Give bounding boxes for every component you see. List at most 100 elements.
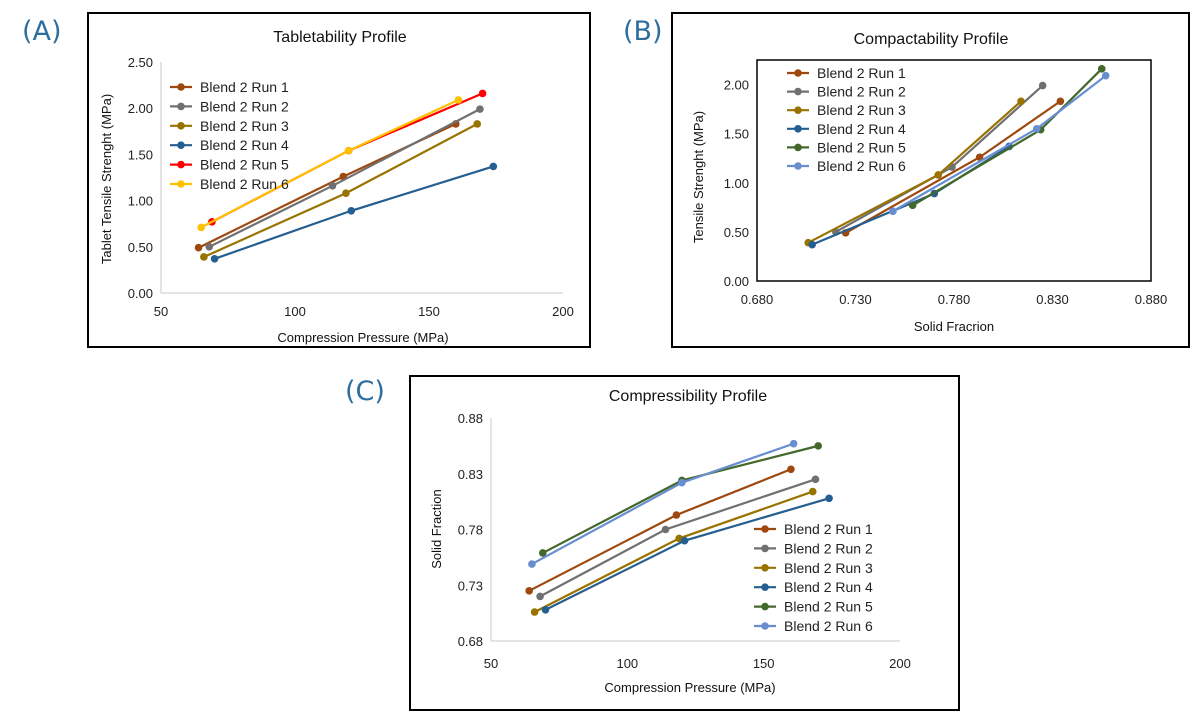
chart-a-data-point [328, 182, 337, 190]
chart-a-data-point [210, 255, 219, 263]
chart-c-legend-label: Blend 2 Run 1 [784, 521, 873, 537]
chart-a-legend-label: Blend 2 Run 1 [200, 79, 289, 95]
chart-a-legend-marker [177, 180, 185, 188]
chart-b-x-tick-label: 0.780 [938, 292, 971, 307]
chart-a-data-point [205, 243, 214, 251]
chart-c-data-point [672, 511, 681, 519]
chart-b-y-tick-label: 0.00 [724, 274, 749, 289]
chart-c-legend-label: Blend 2 Run 2 [784, 540, 873, 556]
chart-b-legend-label: Blend 2 Run 5 [817, 139, 906, 155]
chart-c-y-tick-label: 0.83 [458, 467, 483, 482]
chart-b-x-tick-label: 0.830 [1036, 292, 1069, 307]
chart-a-data-point [200, 253, 208, 261]
chart-c-data-point [811, 475, 820, 484]
chart-c-legend-marker [761, 525, 769, 533]
chart-a-legend-label: Blend 2 Run 3 [200, 118, 289, 134]
chart-a-legend-label: Blend 2 Run 6 [200, 176, 289, 192]
chart-b-data-point [1032, 124, 1041, 133]
chart-c-ylabel: Solid Fraction [429, 489, 444, 568]
chart-b-data-point [934, 171, 943, 179]
chart-b-y-tick-label: 1.50 [724, 127, 749, 142]
chart-b-data-point [908, 201, 917, 210]
chart-b-y-tick-label: 1.00 [724, 176, 749, 191]
chart-c-data-point [539, 549, 547, 557]
chart-b-data-point [1097, 65, 1106, 73]
chart-a-x-tick-label: 150 [418, 304, 440, 319]
chart-c-x-tick-label: 200 [889, 656, 911, 671]
chart-c-data-point [678, 478, 686, 487]
chart-a-data-point [197, 223, 205, 232]
chart-c-legend-marker [761, 544, 769, 553]
chart-a-y-tick-label: 2.50 [128, 55, 153, 70]
chart-b-legend-label: Blend 2 Run 3 [817, 102, 906, 118]
chart-a-legend-marker [177, 83, 185, 91]
chart-c-x-tick-label: 150 [753, 656, 775, 671]
chart-c-data-point [530, 608, 539, 616]
chart-b-data-point [808, 240, 816, 249]
chart-b-legend-marker [794, 162, 802, 170]
chart-b-legend-marker [794, 69, 802, 77]
chart-b-data-point [1101, 71, 1110, 80]
chart-c-y-tick-label: 0.78 [458, 523, 483, 538]
chart-a-y-tick-label: 1.50 [128, 147, 153, 162]
chart-a-title: Tabletability Profile [273, 29, 407, 46]
chart-a-data-point [476, 105, 484, 113]
chart-a-data-point [478, 89, 487, 98]
chart-b-data-point [1017, 97, 1025, 106]
chart-c-data-point [814, 442, 822, 450]
chart-c-y-tick-label: 0.68 [458, 634, 483, 649]
chart-c-legend-label: Blend 2 Run 5 [784, 599, 873, 615]
chart-frame-c: Compressibility Profile 50 100 150 200 0.68 0… [409, 375, 960, 711]
chart-a-data-point [489, 162, 498, 171]
chart-a: Tabletability Profile 50 100 150 200 0.00 0.5… [99, 29, 574, 345]
chart-b-x-tick-label: 0.880 [1135, 292, 1168, 307]
chart-c-data-point [787, 465, 795, 474]
chart-a-data-point [347, 206, 356, 215]
chart-c-data-point [825, 494, 833, 503]
panel-tag-a: (A) [22, 16, 62, 47]
chart-a-y-tick-label: 2.00 [128, 101, 153, 116]
chart-a-x-tick-label: 100 [284, 304, 306, 319]
chart-a-data-point [473, 120, 482, 128]
chart-c-data-point [808, 487, 817, 496]
chart-b-legend-marker [794, 125, 802, 133]
chart-a-legend-marker [177, 141, 185, 149]
chart-b-legend-label: Blend 2 Run 4 [817, 121, 906, 137]
chart-c-legend-marker [761, 564, 769, 572]
chart-b-legend-label: Blend 2 Run 1 [817, 65, 906, 81]
chart-c-legend-marker [761, 583, 769, 591]
chart-c-legend-label: Blend 2 Run 6 [784, 618, 873, 634]
chart-a-legend-marker [177, 160, 185, 169]
chart-a-data-point [342, 189, 350, 198]
chart-b-y-tick-label: 2.00 [724, 78, 749, 93]
chart-a-legend-marker [177, 102, 185, 111]
chart-b-data-point [1056, 97, 1065, 106]
chart-a-ylabel: Tablet Tensile Strenght (MPa) [99, 94, 114, 264]
chart-c-data-point [541, 605, 550, 614]
chart-c-data-point [789, 439, 798, 448]
chart-c-x-tick-label: 50 [484, 656, 498, 671]
chart-frame-b: Compactability Profile 0.680 0.730 0.780 0.… [671, 12, 1190, 348]
chart-b-plot-border [756, 59, 1152, 282]
chart-c-y-tick-label: 0.88 [458, 411, 483, 426]
chart-a-y-tick-label: 1.00 [128, 194, 153, 209]
chart-c-data-point [536, 592, 544, 601]
chart-b-data-point [1038, 81, 1047, 90]
chart-b-legend-marker [794, 87, 802, 96]
chart-c-data-point [525, 587, 533, 595]
chart-a-x-tick-label: 50 [154, 304, 168, 319]
chart-c-legend-label: Blend 2 Run 3 [784, 560, 873, 576]
chart-b-title: Compactability Profile [854, 31, 1009, 48]
chart-frame-a: Tabletability Profile 50 100 150 200 0.00 0.5… [87, 12, 591, 348]
chart-a-legend-marker [177, 122, 185, 130]
chart-c-data-point [661, 525, 670, 534]
chart-c-xlabel: Compression Pressure (MPa) [604, 680, 775, 695]
chart-a-data-point [194, 243, 203, 252]
chart-b-x-tick-label: 0.680 [741, 292, 774, 307]
chart-c-title: Compressibility Profile [609, 388, 767, 405]
chart-a-legend-label: Blend 2 Run 2 [200, 98, 289, 114]
chart-b-ylabel: Tensile Strenght (MPa) [691, 111, 706, 243]
chart-c-legend-label: Blend 2 Run 4 [784, 579, 873, 595]
chart-b-legend-marker [794, 106, 802, 114]
chart-b-legend-marker [794, 143, 802, 152]
